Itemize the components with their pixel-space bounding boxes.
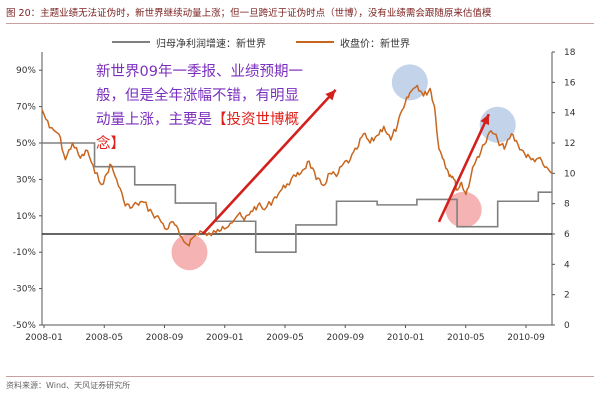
trend-arrow-head-1 bbox=[480, 114, 490, 126]
right-tick-label-8: 2 bbox=[564, 291, 570, 301]
legend-label-close-price: 收盘价：新世界 bbox=[340, 38, 410, 50]
annotation-highlight: 【投资世博概念】 bbox=[96, 112, 299, 152]
trend-arrow-head-0 bbox=[325, 89, 336, 101]
figure-title: 图 20：主题业绩无法证伪时，新世界继续动量上涨；但一旦跨近于证伪时点（世博），… bbox=[6, 8, 492, 19]
right-tick-label-3: 12 bbox=[564, 139, 575, 149]
left-tick-label-4: 10% bbox=[16, 212, 36, 222]
highlight-circle-0 bbox=[171, 234, 208, 271]
title-divider bbox=[6, 23, 594, 24]
left-tick-label-6: -30% bbox=[13, 285, 37, 295]
right-tick-label-2: 14 bbox=[564, 109, 576, 119]
series-profit-growth-line bbox=[42, 142, 552, 253]
x-tick-label-7: 2010-05 bbox=[447, 333, 485, 343]
left-tick-label-1: 70% bbox=[16, 103, 36, 113]
figure-source: 资料来源：Wind、天风证券研究所 bbox=[6, 381, 131, 390]
x-tick-label-8: 2010-09 bbox=[507, 333, 545, 343]
legend-item-close-price: 收盘价：新世界 bbox=[296, 35, 410, 50]
left-tick-label-2: 50% bbox=[16, 139, 36, 149]
x-tick-label-0: 2008-01 bbox=[25, 333, 63, 343]
left-tick-label-3: 30% bbox=[16, 175, 36, 185]
right-tick-label-5: 8 bbox=[564, 200, 570, 210]
left-tick-label-7: -50% bbox=[13, 321, 37, 331]
x-tick-label-5: 2009-09 bbox=[326, 333, 364, 343]
right-tick-label-7: 4 bbox=[564, 260, 570, 270]
legend-swatch-close-price bbox=[296, 41, 334, 43]
x-tick-label-6: 2010-01 bbox=[387, 333, 425, 343]
trend-arrow-shaft-1 bbox=[437, 113, 491, 223]
trend-arrow-shaft-0 bbox=[201, 89, 337, 235]
x-tick-label-1: 2008-05 bbox=[85, 333, 123, 343]
right-tick-label-6: 6 bbox=[564, 230, 570, 240]
x-tick-label-4: 2009-05 bbox=[266, 333, 304, 343]
right-tick-label-4: 10 bbox=[564, 169, 576, 179]
left-tick-label-0: 90% bbox=[16, 66, 36, 76]
source-divider bbox=[6, 376, 594, 377]
x-tick-label-3: 2009-01 bbox=[206, 333, 244, 343]
legend-item-profit-growth: 归母净利润增速：新世界 bbox=[112, 35, 266, 50]
right-tick-label-0: 18 bbox=[564, 48, 576, 58]
right-tick-label-1: 16 bbox=[564, 78, 576, 88]
x-tick-label-2: 2008-09 bbox=[146, 333, 184, 343]
highlight-circle-2 bbox=[445, 191, 482, 228]
legend-swatch-profit-growth bbox=[112, 41, 150, 43]
left-tick-label-5: -10% bbox=[13, 248, 37, 258]
annotation-text: 新世界09年一季报、业绩预期一般，但是全年涨幅不错，有明显动量上涨，主要是 bbox=[96, 64, 303, 128]
series-close-price-line bbox=[41, 84, 553, 247]
chart-legend: 归母净利润增速：新世界 收盘价：新世界 bbox=[112, 34, 410, 50]
chart-annotation: 新世界09年一季报、业绩预期一般，但是全年涨幅不错，有明显动量上涨，主要是【投资… bbox=[96, 60, 306, 156]
right-tick-label-9: 0 bbox=[564, 321, 570, 331]
legend-label-profit-growth: 归母净利润增速：新世界 bbox=[156, 38, 266, 50]
